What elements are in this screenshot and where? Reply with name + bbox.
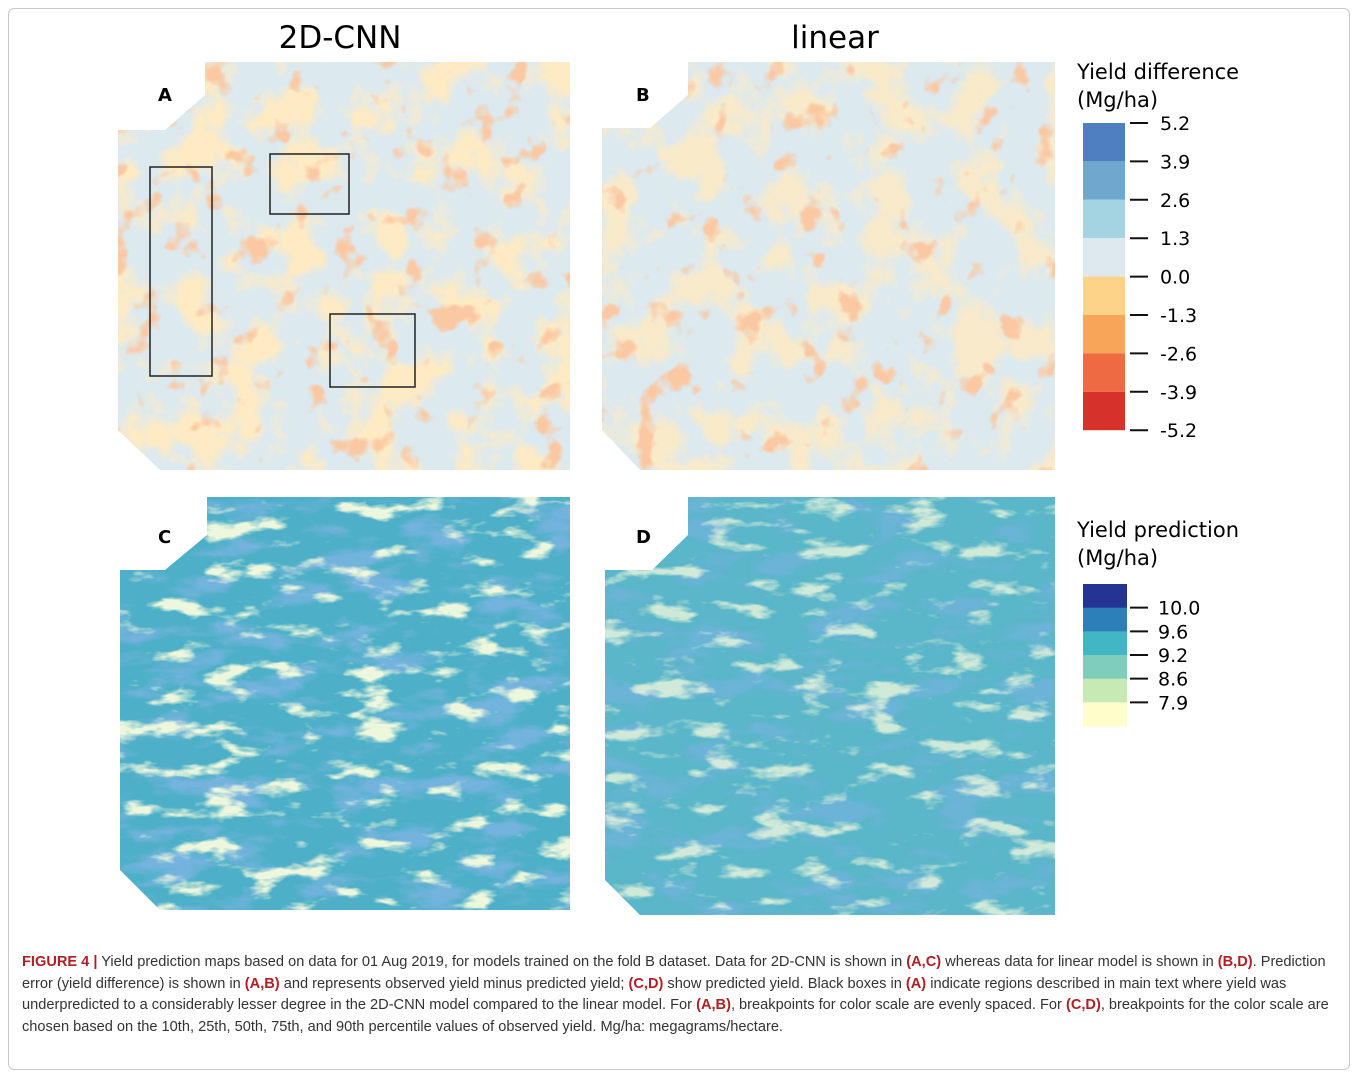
legend-swatch (1083, 238, 1125, 276)
legend-title: Yield prediction (1076, 518, 1239, 542)
legend-tick-label: 9.6 (1158, 621, 1188, 643)
caption: FIGURE 4 | Yield prediction maps based o… (22, 952, 1340, 1038)
caption-bold: FIGURE 4 | (22, 954, 97, 970)
caption-bold: (A,C) (906, 954, 941, 970)
legend-tick-label: 5.2 (1160, 113, 1190, 135)
legend-tick-label: -1.3 (1160, 305, 1197, 327)
difference-map (110, 55, 580, 475)
panel-label: D (636, 527, 651, 548)
legend-tick-label: -2.6 (1160, 343, 1197, 365)
legend-tick-label: 0.0 (1160, 267, 1190, 289)
caption-bold: (B,D) (1218, 954, 1253, 970)
legend-tick-label: 9.2 (1158, 645, 1188, 667)
legend-swatch (1083, 655, 1127, 679)
caption-text: and represents observed yield minus pred… (280, 976, 629, 992)
caption-text: Yield prediction maps based on data for … (97, 954, 906, 970)
legend-swatch (1083, 631, 1127, 655)
legend-swatch (1083, 353, 1125, 391)
difference-map (595, 55, 1065, 475)
panel-label: A (158, 85, 172, 106)
legend-swatch (1083, 392, 1125, 430)
caption-text: whereas data for linear model is shown i… (941, 954, 1218, 970)
legend-swatch (1083, 315, 1125, 353)
column-title: linear (791, 20, 879, 56)
legend-tick-label: 1.3 (1160, 228, 1190, 250)
caption-text: show predicted yield. Black boxes in (663, 976, 906, 992)
legend-swatch (1083, 679, 1127, 703)
legend-swatch (1083, 123, 1125, 161)
legend-unit: (Mg/ha) (1077, 546, 1158, 570)
legend-swatch (1083, 200, 1125, 238)
legend-tick-label: -5.2 (1160, 420, 1197, 442)
prediction-map (595, 490, 1065, 920)
prediction-map (110, 490, 580, 920)
legend-swatch (1083, 584, 1127, 608)
legend-swatch (1083, 277, 1125, 315)
legend-swatch (1083, 161, 1125, 199)
caption-bold: (C,D) (1066, 997, 1101, 1013)
caption-text: , breakpoints for color scale are evenly… (731, 997, 1066, 1013)
legend-swatch (1083, 608, 1127, 632)
legend-unit: (Mg/ha) (1077, 88, 1158, 112)
caption-bold: (A,B) (245, 976, 280, 992)
legend-tick-label: 3.9 (1160, 151, 1190, 173)
legend-tick-label: 8.6 (1158, 669, 1188, 691)
caption-bold: (A,B) (696, 997, 731, 1013)
legend-title: Yield difference (1076, 60, 1239, 84)
legend-tick-label: 7.9 (1158, 692, 1188, 714)
caption-bold: (C,D) (628, 976, 663, 992)
column-title: 2D-CNN (279, 20, 402, 56)
legend-tick-label: 10.0 (1158, 598, 1200, 620)
legend-tick-label: 2.6 (1160, 190, 1190, 212)
page: 2D-CNN linear A B C D Yield difference (… (0, 0, 1358, 1078)
legend-swatch (1083, 702, 1127, 726)
figure: 2D-CNN linear A B C D Yield difference (… (0, 0, 1358, 945)
panel-label: B (636, 85, 650, 106)
panel-label: C (158, 527, 171, 548)
legend-tick-label: -3.9 (1160, 382, 1197, 404)
caption-bold: (A) (906, 976, 926, 992)
